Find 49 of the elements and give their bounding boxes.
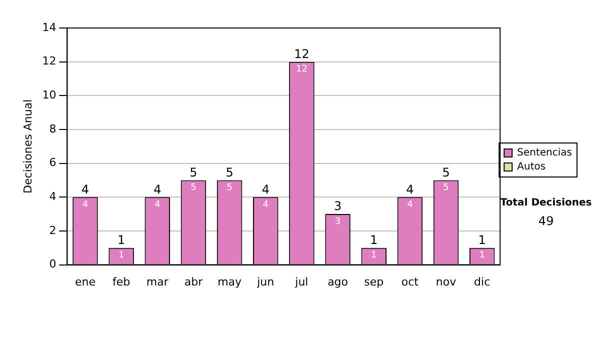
x-tick-label: oct <box>401 275 420 288</box>
legend-label: Autos <box>517 162 546 173</box>
y-tick-label: 12 <box>42 54 56 68</box>
x-tick-label: jun <box>256 275 274 288</box>
x-tick-label: sep <box>364 275 384 288</box>
total-label: 1 <box>117 233 126 248</box>
data-label: 1 <box>370 250 377 261</box>
data-label: 4 <box>262 200 269 210</box>
x-tick-label: may <box>218 275 242 288</box>
total-label: 12 <box>294 46 310 61</box>
total-label: 5 <box>190 165 198 180</box>
total-label: 4 <box>262 182 270 196</box>
y-tick-label: 14 <box>42 20 56 34</box>
data-label: 4 <box>407 200 414 210</box>
data-label: 4 <box>154 200 161 210</box>
x-tick-label: jul <box>294 275 308 288</box>
x-tick-label: dic <box>474 275 490 288</box>
total-label: 5 <box>442 165 450 180</box>
data-label: 5 <box>226 183 232 194</box>
y-tick-label: 10 <box>42 88 56 102</box>
y-tick-label: 2 <box>49 224 56 237</box>
total-label: 3 <box>334 199 342 214</box>
total-label: 5 <box>226 165 234 180</box>
data-label: 3 <box>334 216 341 227</box>
y-tick-label: 4 <box>49 190 56 203</box>
y-tick-label: 6 <box>49 156 56 170</box>
text: 49 <box>538 214 554 228</box>
legend-label: Sentencias <box>517 148 572 159</box>
total-label: 4 <box>406 182 414 196</box>
total-label: 4 <box>154 182 162 196</box>
x-tick-label: ago <box>328 275 348 288</box>
total-label: 1 <box>478 233 486 248</box>
data-label: 4 <box>82 200 88 210</box>
data-label: 1 <box>479 250 485 261</box>
x-tick-label: ene <box>74 275 96 288</box>
x-tick-label: feb <box>112 275 130 288</box>
x-tick-label: nov <box>436 275 457 288</box>
y-tick-label: 0 <box>49 258 56 271</box>
data-label: 5 <box>190 183 196 194</box>
x-tick-label: mar <box>146 275 169 288</box>
data-label: 1 <box>118 250 124 261</box>
text: Total Decisiones <box>500 198 592 209</box>
total-label: 1 <box>370 233 378 248</box>
y-axis-title: Decisiones Anual <box>21 99 34 194</box>
total-label: 4 <box>81 182 90 196</box>
y-tick-label: 8 <box>49 122 56 136</box>
x-tick-label: abr <box>184 275 204 288</box>
data-label: 5 <box>443 183 449 194</box>
data-label: 12 <box>296 64 308 75</box>
